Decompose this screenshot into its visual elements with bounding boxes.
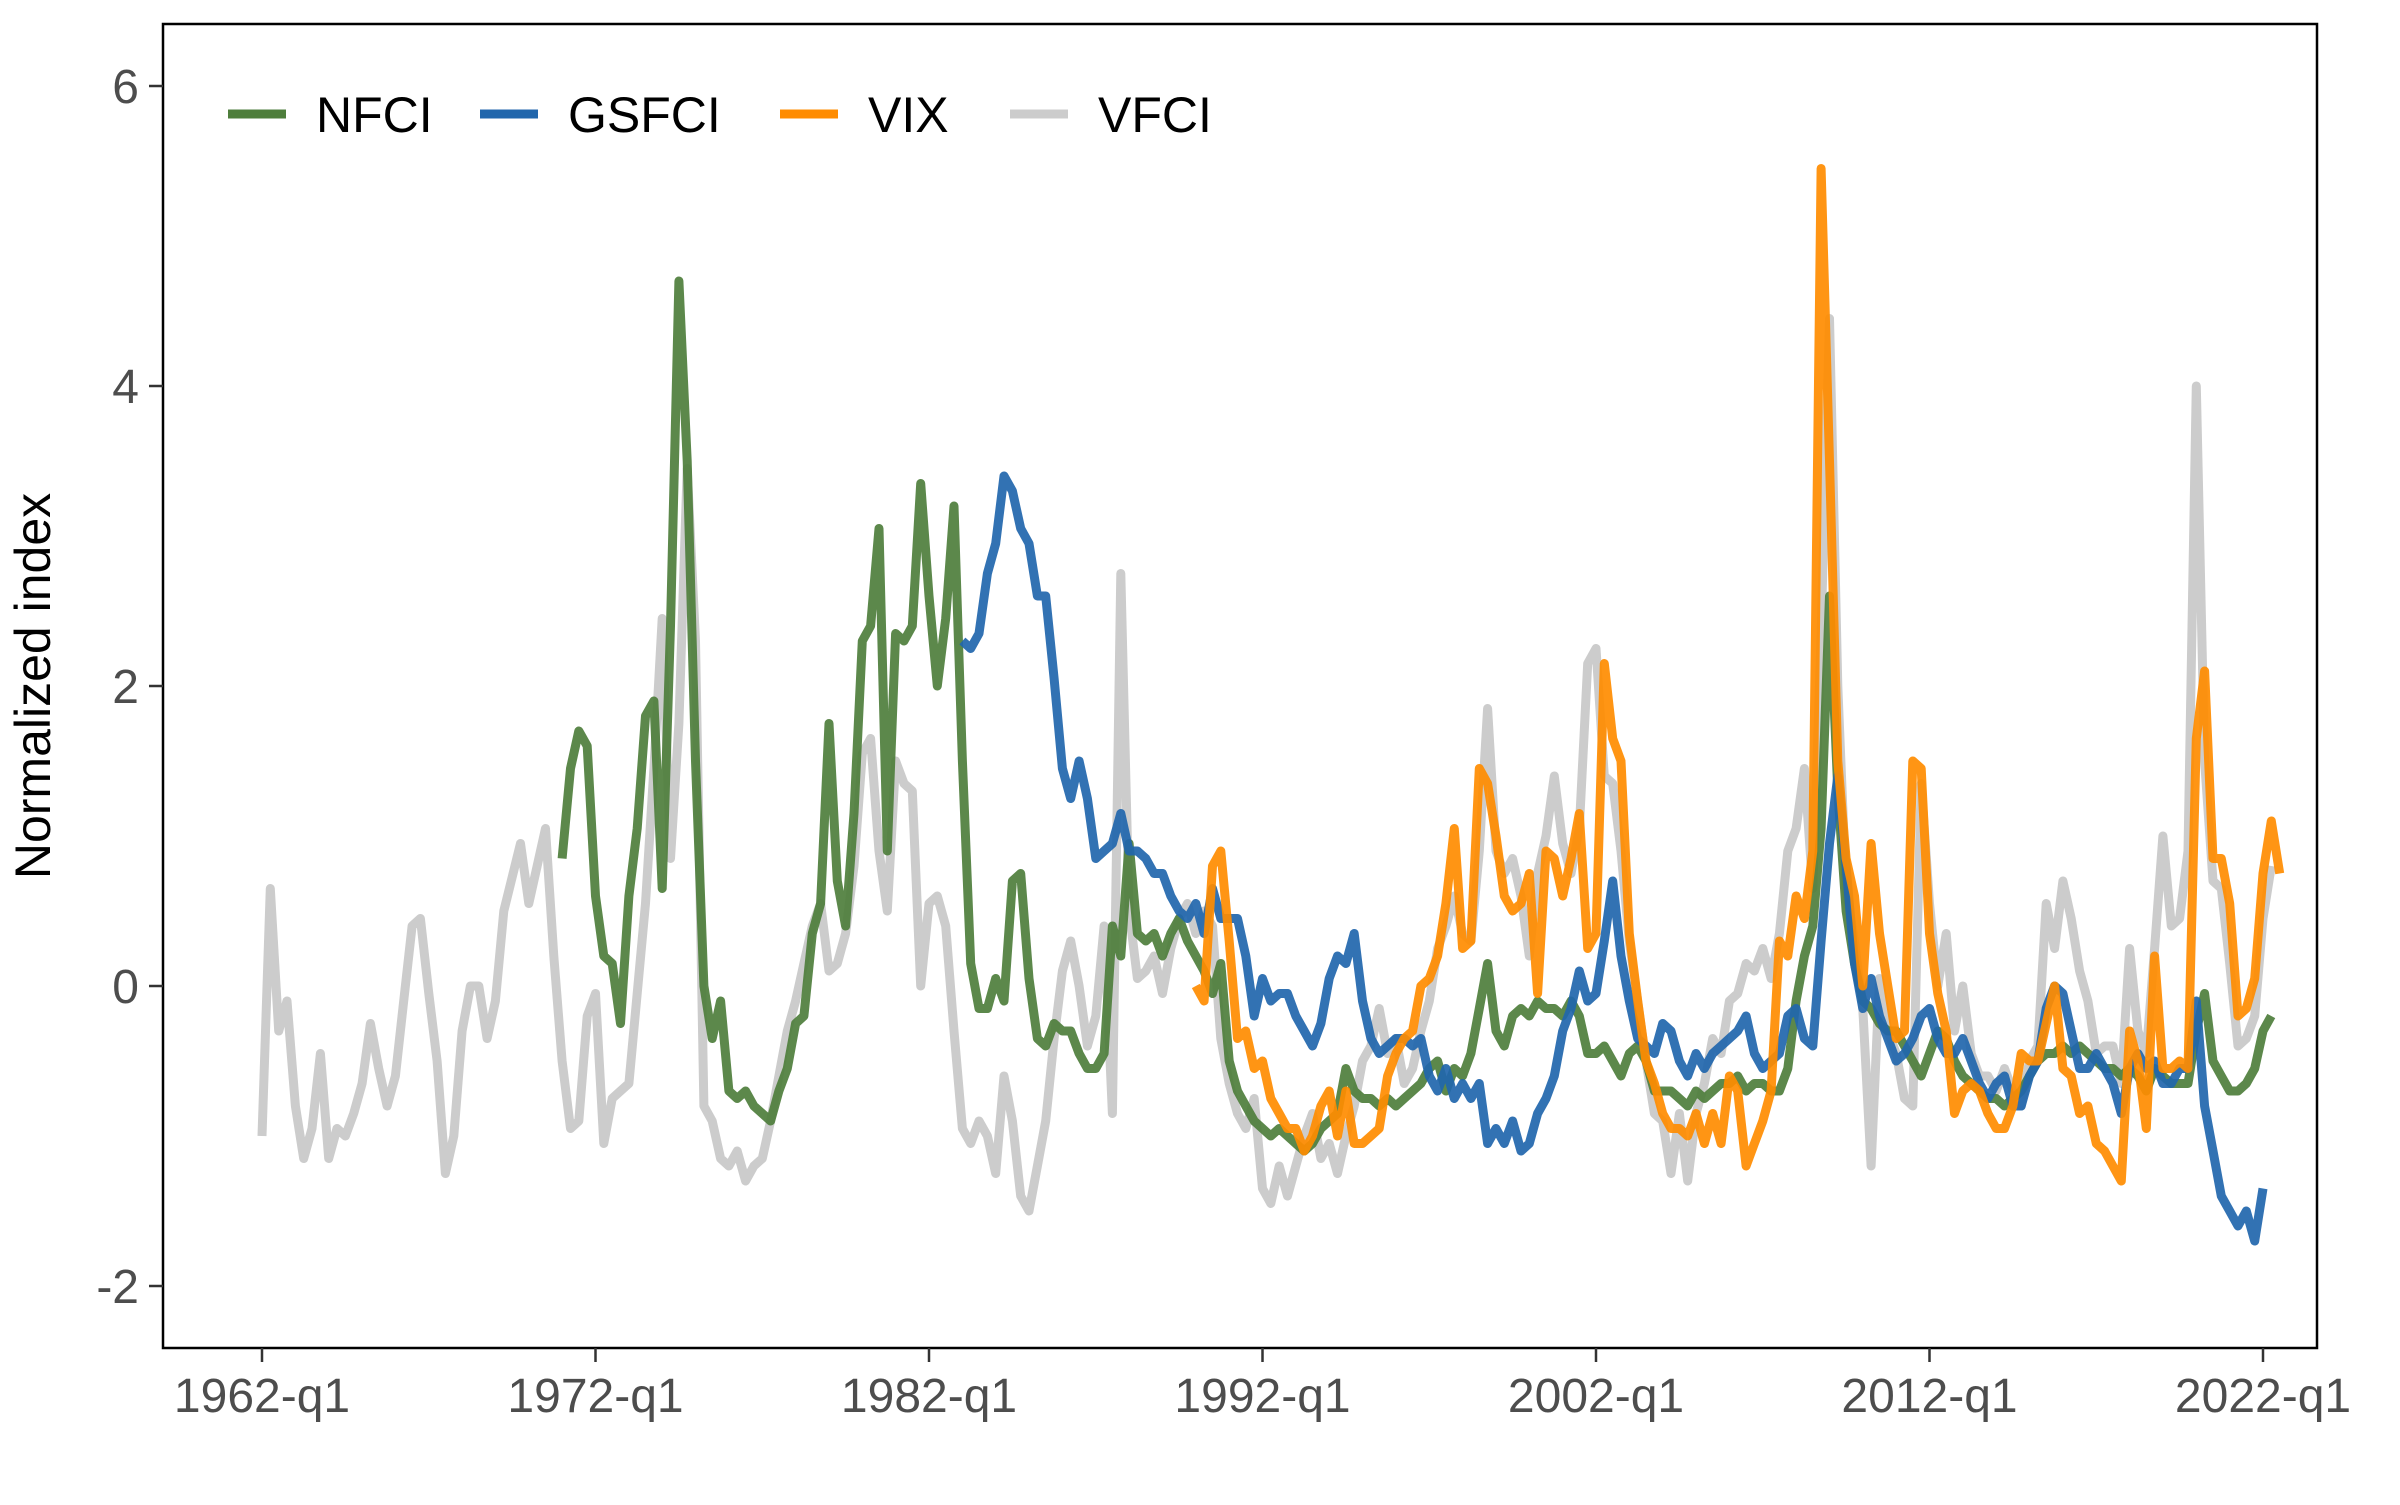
legend: NFCI GSFCI VIX VFCI [228, 87, 1212, 143]
x-tick-label: 2002-q1 [1508, 1370, 1684, 1423]
y-tick-label: 0 [112, 961, 139, 1014]
axis-layer: 1962-q1 1972-q1 1982-q1 1992-q1 2002-q1 2012-… [96, 61, 2351, 1423]
x-tick-label: 2012-q1 [1841, 1370, 2017, 1423]
y-tick-label: 2 [112, 661, 139, 714]
legend-label-gsfci: GSFCI [568, 87, 721, 143]
x-tick-label: 2022-q1 [2175, 1370, 2351, 1423]
legend-item-gsfci: GSFCI [480, 87, 721, 143]
legend-label-nfci: NFCI [316, 87, 433, 143]
legend-item-nfci: NFCI [228, 87, 433, 143]
y-axis-label: Normalized index [5, 493, 61, 879]
legend-item-vix: VIX [780, 87, 949, 143]
x-tick-label: 1972-q1 [507, 1370, 683, 1423]
series-line-vix [1191, 164, 2285, 1186]
x-tick-label: 1962-q1 [174, 1370, 350, 1423]
legend-item-vfci: VFCI [1010, 87, 1212, 143]
y-tick-label: 6 [112, 61, 139, 114]
y-tick-label: 4 [112, 361, 139, 414]
x-tick-label: 1982-q1 [841, 1370, 1017, 1423]
legend-label-vfci: VFCI [1098, 87, 1212, 143]
x-tick-label: 1992-q1 [1174, 1370, 1350, 1423]
series-layer [257, 164, 2285, 1246]
legend-label-vix: VIX [868, 87, 949, 143]
series-line-vfci [257, 314, 2276, 1216]
y-tick-label: -2 [96, 1261, 139, 1314]
